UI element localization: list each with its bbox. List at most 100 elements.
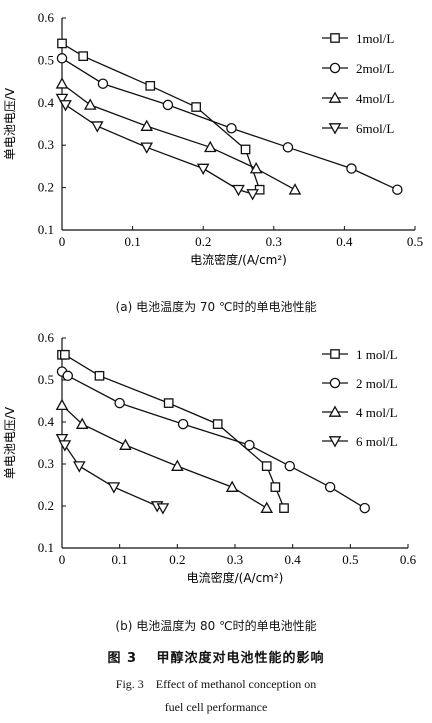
chart-a-x-axis-label: 电流密度/(A/cm²) xyxy=(190,252,287,267)
chart-b-legend-label: 1 mol/L xyxy=(356,347,398,362)
chart-a-data-point xyxy=(249,161,263,174)
chart-b-y-tick-label: 0.5 xyxy=(38,372,54,387)
caption-a: (a) 电池温度为 70 ℃时的单电池性能 xyxy=(115,300,317,314)
chart-a-data-point xyxy=(90,121,104,133)
chart-a-data-point xyxy=(140,119,154,131)
chart-a-y-axis-label: 单电池电压/V xyxy=(3,87,17,160)
chart-b-y-tick-label: 0.3 xyxy=(38,456,54,471)
chart-a-legend: 1mol/L 2mol/L 4mol/L 6mol/L xyxy=(322,31,394,136)
chart-a-data-point xyxy=(57,38,67,49)
chart-b-legend-marker xyxy=(328,436,342,448)
chart-b-data-point xyxy=(75,417,89,429)
chart-a-x-tick-label: 0.4 xyxy=(336,234,353,249)
chart-a-y-tick-label: 0.4 xyxy=(38,95,55,110)
chart-a-x-tick-label: 0.3 xyxy=(266,234,282,249)
chart-b-x-tick-label: 0.3 xyxy=(227,552,243,567)
chart-a-legend-label: 4mol/L xyxy=(356,91,394,106)
chart-a-data-point xyxy=(203,140,217,153)
chart-b-x-tick-label: 0.2 xyxy=(169,552,185,567)
chart-a-data-point xyxy=(226,122,237,134)
chart-a-x-tick-label: 0 xyxy=(59,234,66,249)
chart-b-data-point xyxy=(171,459,184,471)
chart-b-data-point xyxy=(212,419,223,429)
chart-a-data-point xyxy=(232,184,245,197)
chart-a-series-1 xyxy=(57,38,265,195)
chart-a-data-point xyxy=(346,163,357,174)
chart-a-legend-marker xyxy=(329,62,341,74)
chart-a-series-3 xyxy=(55,77,302,195)
chart-a-data-point xyxy=(246,189,259,201)
chart-b-data-point xyxy=(94,370,105,381)
figure-title-en-line1: Fig. 3 Effect of methanol conception on xyxy=(115,677,317,691)
chart-a-y-tick-label: 0.2 xyxy=(38,180,54,195)
chart-b-legend-label: 6 mol/L xyxy=(356,434,398,449)
chart-b-data-point xyxy=(279,503,289,513)
chart-a-data-point xyxy=(83,98,97,110)
chart-a-y-tick-label: 0.6 xyxy=(38,10,55,25)
chart-a-data-point xyxy=(140,142,154,154)
chart-a-data-point xyxy=(240,144,251,155)
chart-a-data-point xyxy=(55,77,69,89)
chart-a-data-point xyxy=(191,102,201,112)
chart-b-y-tick-label: 0.6 xyxy=(38,330,55,345)
chart-a-legend-label: 6mol/L xyxy=(356,121,394,136)
chart-b-legend-marker xyxy=(328,405,342,417)
chart-b-x-axis-label: 电流密度/(A/cm²) xyxy=(187,570,284,585)
chart-b-data-point xyxy=(261,461,272,471)
chart-b-data-point xyxy=(119,438,132,450)
chart-b-x-tick-label: 0.6 xyxy=(400,552,417,567)
chart-b-series-3 xyxy=(55,398,274,513)
chart-b-series-line xyxy=(61,438,164,509)
chart-b-y-tick-label: 0.1 xyxy=(38,540,54,555)
chart-b-data-point xyxy=(270,482,281,492)
chart-b-data-point xyxy=(58,440,72,452)
chart-b-data-point xyxy=(62,370,74,382)
chart-b-y-tick-label: 0.2 xyxy=(38,498,54,513)
chart-b-x-tick-label: 0.4 xyxy=(285,552,302,567)
chart-b-legend-label: 2 mol/L xyxy=(356,376,398,391)
chart-b-data-point xyxy=(260,501,274,513)
chart-b-data-point xyxy=(72,461,86,473)
chart-a-y-tick-label: 0.5 xyxy=(38,52,54,67)
figure-title: 图 3 甲醇浓度对电池性能的影响 xyxy=(107,651,325,666)
chart-a-data-point xyxy=(55,93,69,106)
chart-a-legend-marker xyxy=(330,33,340,43)
chart-a-data-point xyxy=(282,142,294,153)
chart-b-data-point xyxy=(114,397,125,409)
chart-b-data-point xyxy=(55,433,69,446)
chart-a-series-line xyxy=(61,98,253,195)
chart-b-series-4 xyxy=(55,433,170,515)
chart-a-data-point xyxy=(196,163,210,176)
chart-a-data-point xyxy=(59,100,72,112)
chart-b-legend-label: 4 mol/L xyxy=(356,405,398,420)
chart-a-data-point xyxy=(78,51,89,62)
chart-a-data-point xyxy=(162,99,174,111)
chart-b-legend-marker xyxy=(330,349,340,359)
chart-b-series-line xyxy=(61,404,268,509)
chart-b-x-tick-label: 0.5 xyxy=(342,552,358,567)
chart-a-data-point xyxy=(288,183,302,195)
chart-b-data-point xyxy=(324,481,336,493)
chart-a-data-point xyxy=(56,53,68,64)
chart-b-data-point xyxy=(284,460,296,472)
chart-a-y-tick-label: 0.3 xyxy=(38,137,54,152)
chart-a-series-4 xyxy=(55,93,259,201)
chart-a-data-point xyxy=(392,184,403,195)
chart-b-x-tick-label: 0.1 xyxy=(112,552,128,567)
chart-b-series-2 xyxy=(56,366,370,514)
chart-b-data-point xyxy=(156,503,170,515)
chart-b-data-point xyxy=(60,349,70,360)
chart-a-legend-label: 1mol/L xyxy=(356,31,394,46)
chart-b: 0 0.1 0.2 0.3 0.4 0.5 0.6 0.1 0.2 0.3 0.4 0.5 0.6 电流密… xyxy=(3,330,417,585)
chart-a-legend-marker xyxy=(328,123,342,135)
chart-a-data-point xyxy=(145,80,156,91)
chart-b-data-point xyxy=(55,398,69,411)
chart-b-y-tick-label: 0.4 xyxy=(38,414,55,429)
chart-b-data-point xyxy=(107,482,121,494)
chart-a-x-tick-label: 0.2 xyxy=(195,234,211,249)
chart-b-x-tick-label: 0 xyxy=(59,552,66,567)
chart-b-data-point xyxy=(163,398,174,408)
chart-b-series-line xyxy=(61,371,366,509)
chart-b-data-point xyxy=(244,439,255,451)
chart-a-legend-label: 2mol/L xyxy=(356,61,394,76)
